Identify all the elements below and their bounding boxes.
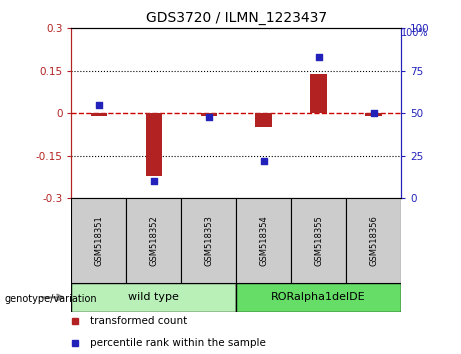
Bar: [181, 198, 236, 283]
Text: GSM518352: GSM518352: [149, 215, 159, 266]
Text: GSM518353: GSM518353: [204, 215, 213, 266]
Text: GSM518354: GSM518354: [259, 215, 268, 266]
Point: [95, 102, 103, 108]
Bar: [71, 283, 236, 312]
Text: genotype/variation: genotype/variation: [5, 294, 97, 304]
Text: 100%: 100%: [401, 28, 429, 38]
Bar: [146, 113, 162, 176]
Bar: [310, 74, 327, 113]
Text: wild type: wild type: [129, 292, 179, 302]
Bar: [201, 113, 217, 116]
Point: [370, 110, 377, 116]
Text: GSM518355: GSM518355: [314, 215, 323, 266]
Bar: [91, 113, 107, 116]
Bar: [366, 113, 382, 116]
Text: GSM518351: GSM518351: [95, 215, 103, 266]
Text: transformed count: transformed count: [89, 316, 187, 326]
Point: [205, 114, 213, 120]
Bar: [236, 283, 401, 312]
Bar: [346, 198, 401, 283]
Bar: [236, 198, 291, 283]
Point: [260, 158, 267, 164]
Bar: [291, 198, 346, 283]
Bar: [255, 113, 272, 127]
Bar: [126, 198, 181, 283]
Point: [150, 178, 158, 184]
Bar: [71, 198, 126, 283]
Text: RORalpha1delDE: RORalpha1delDE: [272, 292, 366, 302]
Text: GSM518356: GSM518356: [369, 215, 378, 266]
Point: [315, 55, 322, 60]
Text: percentile rank within the sample: percentile rank within the sample: [89, 338, 266, 348]
Title: GDS3720 / ILMN_1223437: GDS3720 / ILMN_1223437: [146, 11, 327, 24]
